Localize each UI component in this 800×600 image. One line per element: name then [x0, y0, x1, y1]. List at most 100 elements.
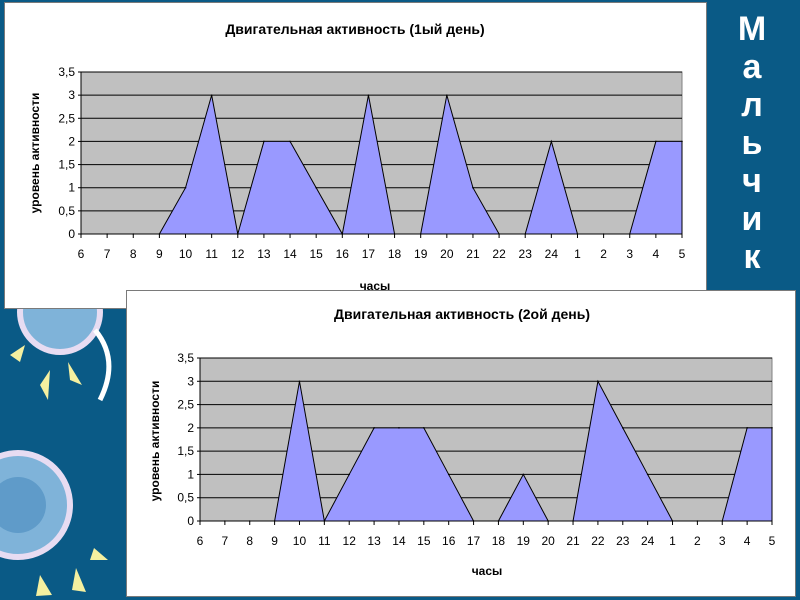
data-point: [210, 94, 213, 96]
x-tick-label: 11: [205, 247, 218, 261]
x-tick-label: 17: [467, 534, 481, 548]
data-point: [646, 473, 649, 476]
data-point: [681, 140, 683, 143]
side-vertical-word: М а л ь ч и к: [722, 10, 782, 276]
chart-day2: Двигательная активность (2ой день)00,511…: [148, 306, 776, 578]
x-tick-label: 23: [519, 247, 533, 261]
decor-triangle-icon: [40, 370, 50, 400]
y-tick-label: 3: [187, 374, 194, 388]
x-tick-label: 16: [336, 247, 350, 261]
x-tick-label: 15: [417, 534, 431, 548]
x-tick-label: 19: [517, 534, 531, 548]
data-point: [298, 380, 301, 383]
y-tick-label: 2: [68, 134, 75, 148]
x-tick-label: 12: [343, 534, 357, 548]
x-axis-label: часы: [360, 279, 391, 293]
x-tick-label: 7: [222, 534, 229, 548]
y-tick-label: 0,5: [58, 204, 75, 218]
x-tick-label: 3: [626, 247, 633, 261]
x-tick-label: 13: [367, 534, 381, 548]
data-point: [348, 473, 351, 476]
chart-day1: Двигательная активность (1ый день)00,511…: [28, 21, 686, 293]
y-tick-label: 0: [187, 514, 194, 528]
data-point: [746, 427, 748, 429]
x-tick-label: 20: [541, 534, 555, 548]
x-tick-label: 8: [130, 247, 137, 261]
x-tick-label: 19: [414, 247, 428, 261]
x-tick-label: 23: [616, 534, 630, 548]
x-tick-label: 9: [271, 534, 278, 548]
x-tick-label: 21: [466, 247, 480, 261]
data-point: [184, 186, 187, 189]
x-tick-label: 10: [179, 247, 193, 261]
data-point: [315, 186, 317, 189]
data-point: [447, 473, 450, 476]
y-axis-label: уровень активности: [148, 381, 162, 502]
y-tick-label: 1,5: [177, 444, 194, 458]
x-tick-label: 8: [246, 534, 253, 548]
x-tick-label: 1: [669, 534, 676, 548]
data-point: [597, 380, 599, 383]
data-point: [446, 94, 448, 96]
y-tick-label: 2,5: [58, 111, 75, 125]
x-tick-label: 3: [719, 534, 726, 548]
decor-triangle-icon: [10, 345, 25, 362]
side-letter: л: [741, 86, 763, 124]
data-point: [550, 140, 553, 143]
data-point: [522, 473, 525, 476]
y-tick-label: 1: [187, 467, 194, 481]
y-tick-label: 0: [68, 227, 75, 241]
x-tick-label: 11: [318, 534, 331, 548]
x-tick-label: 24: [641, 534, 655, 548]
x-tick-label: 5: [679, 247, 686, 261]
data-point: [771, 427, 773, 429]
x-tick-label: 6: [197, 534, 204, 548]
decor-circle-icon: [0, 477, 46, 533]
decor-triangle-icon: [72, 568, 86, 592]
data-point: [373, 427, 375, 429]
x-tick-label: 16: [442, 534, 456, 548]
x-tick-label: 13: [257, 247, 271, 261]
x-tick-label: 9: [156, 247, 163, 261]
x-tick-label: 14: [283, 247, 297, 261]
decor-triangle-icon: [36, 575, 52, 596]
x-tick-label: 4: [744, 534, 751, 548]
y-tick-label: 1,5: [58, 158, 75, 172]
decor-triangle-icon: [68, 362, 82, 385]
y-axis-label: уровень активности: [28, 93, 42, 214]
side-letter: ь: [741, 124, 763, 162]
decor-triangle-icon: [90, 548, 108, 560]
x-tick-label: 4: [653, 247, 660, 261]
side-letter: М: [737, 10, 767, 48]
decor-swirl-icon: [93, 328, 112, 402]
chart-title: Двигательная активность (2ой день): [334, 306, 590, 322]
x-tick-label: 6: [78, 247, 85, 261]
data-point: [398, 427, 400, 429]
x-tick-label: 12: [231, 247, 245, 261]
data-point: [472, 186, 474, 189]
x-tick-label: 22: [492, 247, 506, 261]
chart-panel-day2: Двигательная активность (2ой день) 0 0,5 1 1…: [126, 290, 796, 597]
x-tick-label: 2: [600, 247, 607, 261]
x-tick-label: 17: [362, 247, 376, 261]
y-tick-label: 3,5: [58, 65, 75, 79]
data-point: [621, 427, 624, 429]
chart-panel-day1: Двигательная активность (1ый день) 0 0,5 1 1…: [4, 2, 707, 309]
y-tick-label: 0,5: [177, 491, 194, 505]
x-tick-label: 14: [392, 534, 406, 548]
x-tick-label: 10: [293, 534, 307, 548]
x-tick-label: 5: [769, 534, 776, 548]
x-tick-label: 1: [574, 247, 581, 261]
y-tick-label: 1: [68, 181, 75, 195]
data-point: [289, 140, 291, 143]
data-point: [263, 140, 265, 143]
y-tick-label: 2,5: [177, 398, 194, 412]
chart-title: Двигательная активность (1ый день): [225, 21, 484, 37]
x-tick-label: 2: [694, 534, 701, 548]
x-axis-label: часы: [472, 564, 503, 578]
y-tick-label: 2: [187, 421, 194, 435]
x-tick-label: 18: [388, 247, 402, 261]
data-point: [423, 427, 425, 429]
x-tick-label: 18: [492, 534, 506, 548]
x-tick-label: 24: [545, 247, 559, 261]
